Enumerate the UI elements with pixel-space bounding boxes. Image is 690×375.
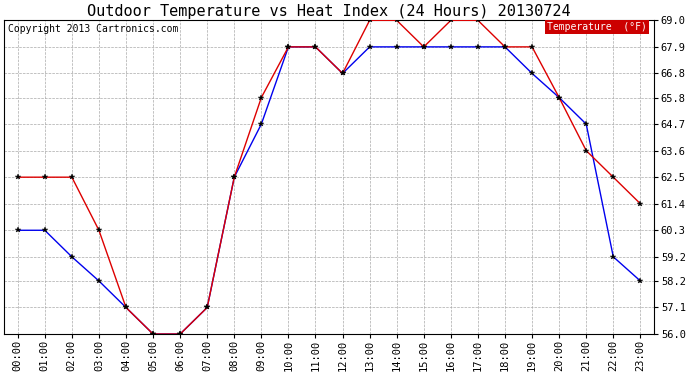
Text: Heat Index  (°F): Heat Index (°F) bbox=[553, 22, 647, 32]
Text: Copyright 2013 Cartronics.com: Copyright 2013 Cartronics.com bbox=[8, 24, 178, 34]
Title: Outdoor Temperature vs Heat Index (24 Hours) 20130724: Outdoor Temperature vs Heat Index (24 Ho… bbox=[87, 4, 571, 19]
Text: Temperature  (°F): Temperature (°F) bbox=[547, 22, 647, 32]
